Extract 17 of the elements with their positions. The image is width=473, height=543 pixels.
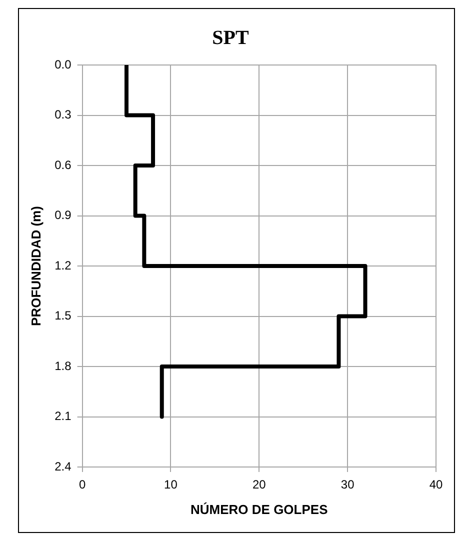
x-tick-label: 0 (78, 478, 86, 492)
x-tick-label: 10 (164, 478, 178, 492)
y-tick-label: 0.9 (54, 208, 72, 222)
y-tick-label: 1.2 (54, 258, 72, 272)
y-tick-label: 0.6 (54, 158, 72, 172)
y-tick-label: 1.5 (54, 308, 72, 323)
y-tick-label: 1.8 (54, 358, 72, 373)
x-axis-title: NÚMERO DE GOLPES (190, 502, 328, 517)
x-tick-label: 20 (252, 478, 266, 492)
y-tick-label: 2.1 (54, 409, 72, 424)
y-tick-label: 2.4 (54, 459, 72, 474)
y-tick-label: 0.0 (54, 57, 72, 72)
y-axis-title: PROFUNDIDAD (m) (28, 206, 44, 326)
y-tick-label: 0.3 (54, 108, 72, 122)
x-tick-label: 40 (429, 478, 443, 492)
chart-title: SPT (212, 27, 250, 50)
x-tick-label: 30 (340, 478, 355, 492)
